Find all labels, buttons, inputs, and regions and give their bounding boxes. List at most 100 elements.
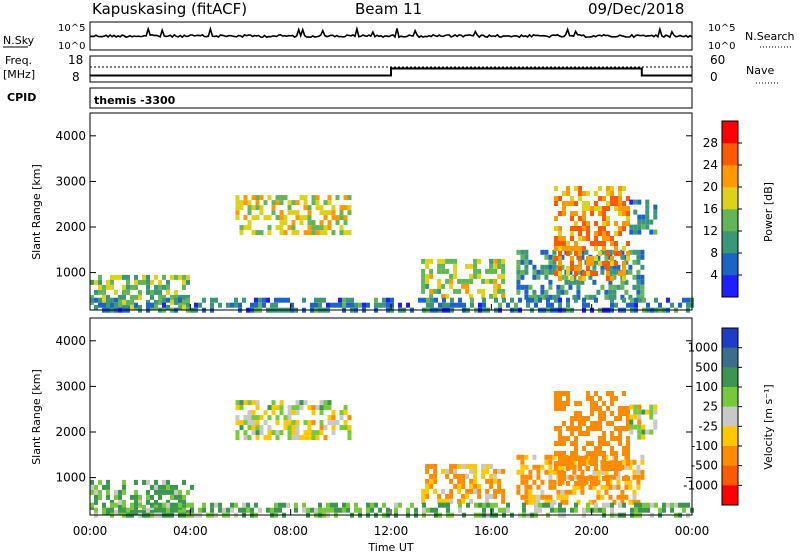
power-cell bbox=[624, 259, 629, 265]
velocity-cell bbox=[562, 421, 566, 426]
velocity-cell bbox=[632, 494, 637, 500]
velocity-cell bbox=[524, 484, 529, 490]
velocity-cell bbox=[370, 507, 374, 513]
velocity-cell bbox=[255, 405, 260, 411]
power-cell bbox=[580, 249, 585, 255]
velocity-cell bbox=[566, 426, 570, 431]
velocity-cell bbox=[235, 405, 240, 411]
velocity-cell bbox=[554, 396, 558, 401]
velocity-cell bbox=[134, 507, 138, 513]
power-cell bbox=[608, 284, 613, 290]
velocity-cell bbox=[481, 473, 486, 479]
velocity-cell bbox=[628, 464, 633, 470]
velocity-cell bbox=[331, 420, 336, 426]
power-cell bbox=[299, 215, 304, 221]
power-cell bbox=[343, 215, 348, 221]
velocity-cell bbox=[178, 499, 182, 505]
power-cell bbox=[425, 258, 430, 264]
velocity-cell bbox=[271, 430, 276, 436]
power-cell bbox=[548, 259, 553, 265]
velocity-cell bbox=[114, 494, 118, 500]
velocity-cell bbox=[166, 507, 170, 513]
velocity-cell bbox=[251, 430, 256, 436]
cpid-label: CPID bbox=[7, 91, 36, 104]
velocity-cell bbox=[632, 499, 637, 505]
velocity-cell bbox=[238, 507, 242, 513]
velocity-cell bbox=[445, 473, 450, 479]
velocity-cell bbox=[279, 410, 284, 416]
velocity-cell bbox=[247, 435, 252, 441]
power-cell bbox=[481, 278, 486, 284]
velocity-cell bbox=[610, 502, 614, 508]
velocity-cell bbox=[243, 435, 248, 441]
power-cell bbox=[122, 284, 126, 290]
power-cell bbox=[406, 302, 410, 308]
velocity-cell bbox=[438, 502, 442, 508]
power-cell bbox=[682, 297, 686, 303]
power-cell bbox=[323, 225, 328, 231]
velocity-cell bbox=[544, 454, 549, 460]
velocity-cell bbox=[453, 473, 458, 479]
power-cell bbox=[90, 279, 94, 285]
power-cell bbox=[319, 220, 324, 226]
power-cell bbox=[307, 220, 312, 226]
velocity-cell bbox=[558, 481, 562, 486]
noise-trace bbox=[89, 25, 693, 39]
nsky-label: N.Sky bbox=[3, 34, 35, 47]
power-cell bbox=[582, 221, 586, 226]
power-cell bbox=[524, 289, 529, 295]
velocity-cell bbox=[267, 430, 272, 436]
velocity-cell bbox=[287, 415, 292, 421]
power-cell bbox=[562, 211, 566, 216]
power-cell bbox=[516, 279, 521, 285]
power-cell bbox=[234, 297, 238, 303]
power-cell bbox=[640, 294, 645, 300]
power-cell bbox=[632, 274, 637, 280]
power-cell bbox=[390, 297, 394, 303]
velocity-cell bbox=[626, 456, 630, 461]
power-cell bbox=[235, 210, 240, 216]
power-cell bbox=[166, 289, 170, 295]
power-cell bbox=[612, 294, 617, 300]
velocity-cell bbox=[279, 405, 284, 411]
velocity-cell bbox=[636, 474, 641, 480]
power-cell bbox=[610, 302, 614, 308]
power-cell bbox=[303, 200, 308, 206]
power-cell bbox=[610, 276, 614, 281]
power-cell bbox=[449, 258, 454, 264]
velocity-cell bbox=[331, 430, 336, 436]
power-cell bbox=[501, 288, 506, 294]
power-cell bbox=[620, 284, 625, 290]
power-cell bbox=[633, 229, 638, 235]
power-cell bbox=[526, 302, 530, 308]
power-cell bbox=[303, 205, 308, 211]
velocity-cell bbox=[548, 459, 553, 465]
power-cell bbox=[243, 195, 248, 201]
power-cell bbox=[154, 289, 158, 295]
power-cell bbox=[482, 302, 486, 308]
power-cell bbox=[331, 210, 336, 216]
velocity-cell bbox=[662, 507, 666, 513]
velocity-cell bbox=[322, 507, 326, 513]
velocity-cell bbox=[590, 421, 594, 426]
velocity-cell bbox=[610, 461, 614, 466]
velocity-cell bbox=[445, 498, 450, 504]
velocity-cell bbox=[303, 430, 308, 436]
power-cell bbox=[602, 246, 606, 251]
power-cell bbox=[528, 294, 533, 300]
velocity-cell bbox=[548, 484, 553, 490]
power-cell bbox=[606, 221, 610, 226]
power-cell bbox=[218, 302, 222, 308]
velocity-cell bbox=[235, 430, 240, 436]
velocity-cell bbox=[516, 489, 521, 495]
power-cell bbox=[641, 224, 646, 230]
power-cell bbox=[422, 297, 426, 303]
power-cell bbox=[322, 297, 326, 303]
velocity-cell bbox=[170, 489, 174, 495]
velocity-cell bbox=[594, 391, 598, 396]
power-cell bbox=[319, 210, 324, 216]
power-cell bbox=[578, 226, 582, 231]
power-cell bbox=[186, 302, 190, 308]
velocity-cell bbox=[606, 406, 610, 411]
power-cell bbox=[150, 279, 154, 285]
